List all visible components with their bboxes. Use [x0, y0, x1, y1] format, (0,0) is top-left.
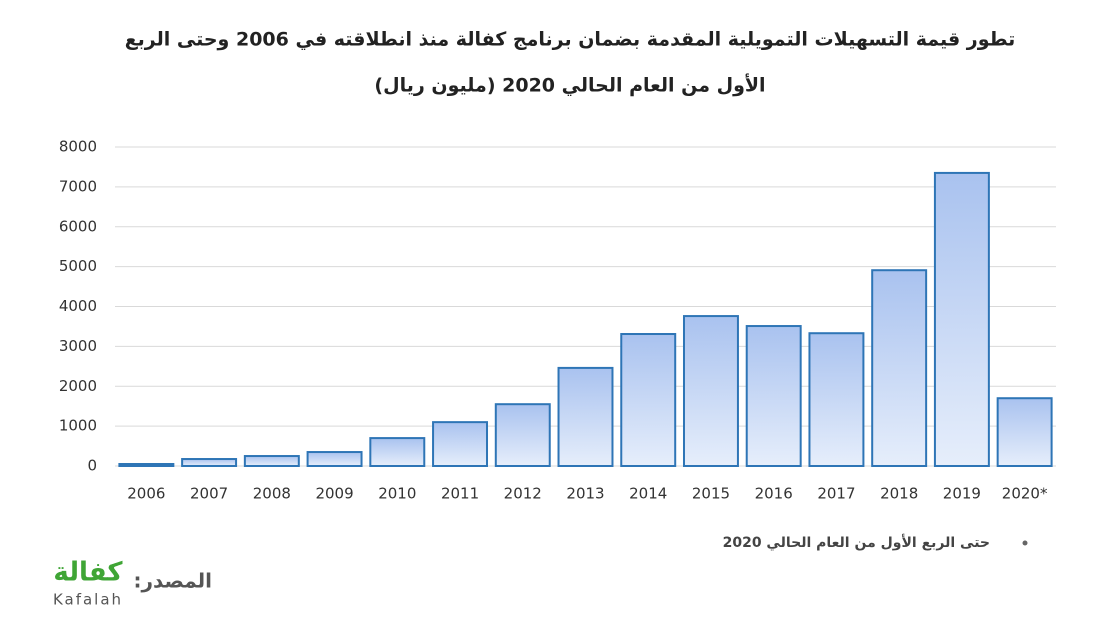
chart-title: الأول من العام الحالي 2020 (مليون ريال): [374, 74, 765, 97]
y-tick-label: 1000: [59, 417, 97, 435]
y-tick-label: 7000: [59, 177, 97, 195]
bar: [620, 333, 677, 468]
y-tick-label: 3000: [59, 337, 97, 355]
bar: [181, 458, 238, 468]
source-label: المصدر:: [133, 569, 212, 593]
x-tick-label: 2007: [190, 485, 228, 503]
footnote-bullet: [1022, 540, 1028, 546]
x-tick-label: 2016: [755, 485, 793, 503]
x-tick-label: 2006: [127, 485, 165, 503]
plot: 0 1000 2000 3000 4000 5000 6000 7000 8000 2006 200…: [59, 138, 1056, 503]
y-tick-label: 6000: [59, 217, 97, 235]
x-tick-label: 2009: [315, 485, 353, 503]
bar: [243, 455, 300, 467]
bar: [933, 171, 990, 467]
bar: [432, 421, 489, 468]
logo-arabic: كفالة: [53, 558, 123, 588]
bar: [808, 332, 865, 467]
bar: [682, 315, 739, 467]
x-tick-label: 2018: [880, 485, 918, 503]
y-tick-label: 0: [87, 457, 97, 475]
bar: [494, 403, 551, 468]
bar: [871, 269, 928, 467]
y-tick-label: 5000: [59, 257, 97, 275]
x-tick-label: 2010: [378, 485, 416, 503]
x-tick-label: 2011: [441, 485, 479, 503]
logo-latin: Kafalah: [53, 591, 123, 609]
bar: [369, 437, 426, 467]
bar: [996, 397, 1053, 467]
bar: [118, 463, 175, 468]
y-tick-label: 4000: [59, 297, 97, 315]
x-tick-label: 2017: [817, 485, 855, 503]
x-tick-label: 2013: [566, 485, 604, 503]
y-tick-label: 8000: [59, 138, 97, 156]
y-tick-label: 2000: [59, 377, 97, 395]
x-tick-label: 2019: [943, 485, 981, 503]
chart-title: تطور قيمة التسهيلات التمويلية المقدمة بض…: [125, 29, 1016, 51]
x-tick-label: 2014: [629, 485, 667, 503]
x-tick-label: 2015: [692, 485, 730, 503]
x-tick-label: 2020*: [1002, 485, 1048, 503]
bar: [306, 451, 363, 468]
x-tick-label: 2012: [504, 485, 542, 503]
x-tick-label: 2008: [253, 485, 291, 503]
footnote: حتى الربع الأول من العام الحالي 2020: [723, 534, 990, 551]
bar: [557, 366, 614, 467]
bar: [745, 325, 802, 467]
